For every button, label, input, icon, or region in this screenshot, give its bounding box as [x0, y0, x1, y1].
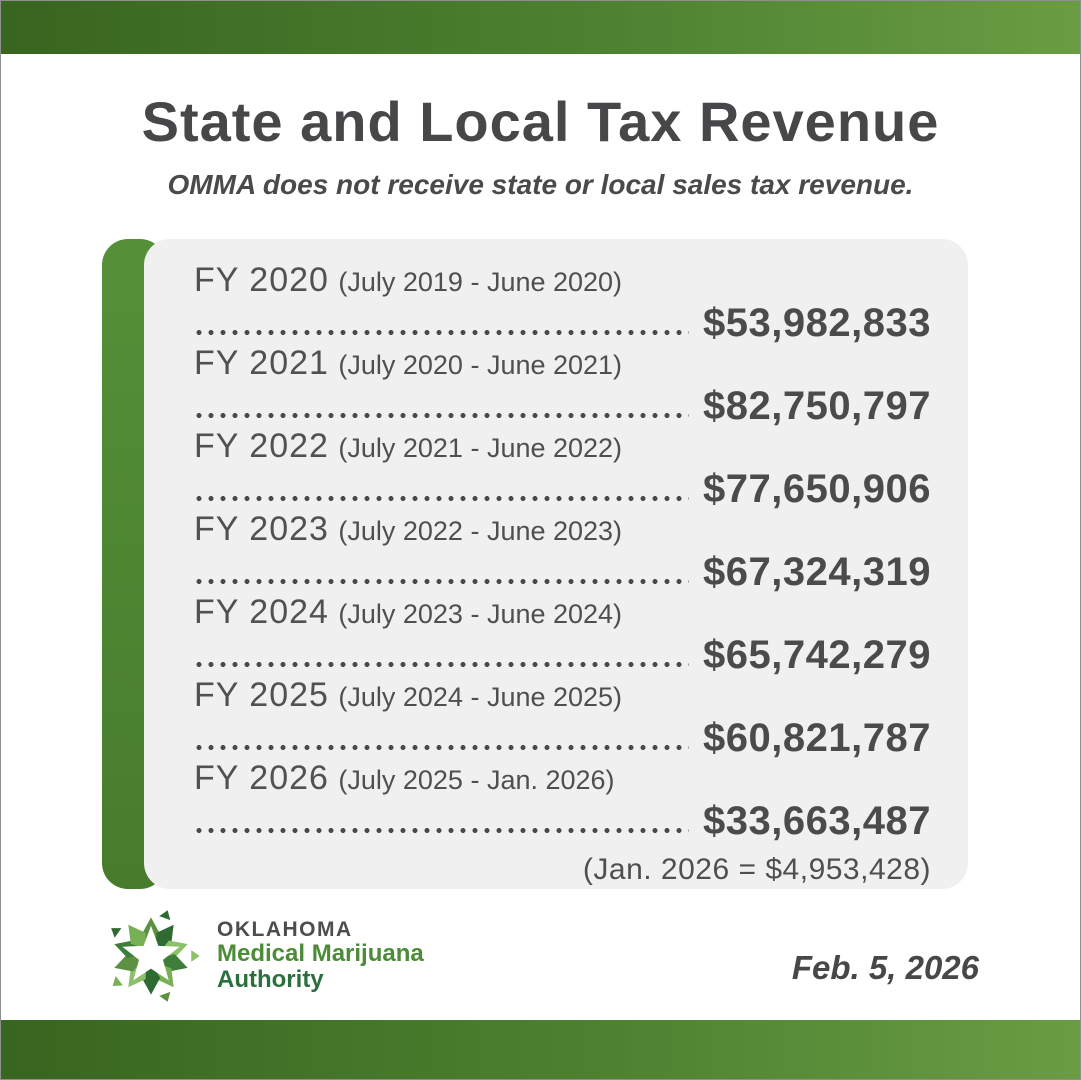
- fiscal-year-range: (July 2021 - June 2022): [338, 433, 623, 463]
- revenue-amount: $60,821,787: [703, 716, 931, 760]
- fiscal-year-label: FY 2024: [194, 593, 329, 631]
- fiscal-year-range: (July 2025 - Jan. 2026): [338, 765, 615, 795]
- logo-medical-marijuana-label: Medical Marijuana: [217, 940, 424, 968]
- fiscal-year-label: FY 2020: [194, 261, 329, 299]
- revenue-amount: $82,750,797: [703, 384, 931, 428]
- table-row: FY 2025 (July 2024 - June 2025) $60,821,…: [194, 674, 931, 760]
- fiscal-year-range: (July 2023 - June 2024): [338, 599, 623, 629]
- revenue-table: FY 2020 (July 2019 - June 2020) $53,982,…: [144, 239, 968, 889]
- fiscal-year-label: FY 2023: [194, 510, 329, 548]
- revenue-amount: $77,650,906: [703, 467, 931, 511]
- logo-oklahoma-label: OKLAHOMA: [217, 917, 353, 941]
- table-row: FY 2024 (July 2023 - June 2024) $65,742,…: [194, 591, 931, 677]
- publication-date: Feb. 5, 2026: [791, 949, 979, 986]
- fiscal-year-range: (July 2024 - June 2025): [338, 682, 623, 712]
- fiscal-year-range: (July 2022 - June 2023): [338, 516, 623, 546]
- revenue-amount: $65,742,279: [703, 633, 931, 677]
- page-subtitle: OMMA does not receive state or local sal…: [167, 169, 914, 200]
- fiscal-year-range: (July 2020 - June 2021): [338, 350, 623, 380]
- dot-leader: [196, 745, 690, 750]
- fiscal-year-label: FY 2026: [194, 759, 329, 797]
- dot-leader: [196, 828, 690, 833]
- table-row: FY 2026 (July 2025 - Jan. 2026) $33,663,…: [194, 757, 931, 843]
- fiscal-year-range: (July 2019 - June 2020): [338, 267, 623, 297]
- revenue-panel: FY 2020 (July 2019 - June 2020) $53,982,…: [102, 239, 968, 889]
- table-row: FY 2020 (July 2019 - June 2020) $53,982,…: [194, 259, 931, 345]
- omma-logo-text: OKLAHOMA Medical Marijuana Authority: [217, 917, 424, 994]
- table-row: FY 2023 (July 2022 - June 2023) $67,324,…: [194, 508, 931, 594]
- top-border-bar: [1, 1, 1080, 54]
- dot-leader: [196, 413, 690, 418]
- table-row: FY 2022 (July 2021 - June 2022) $77,650,…: [194, 425, 931, 511]
- bottom-border-bar: [1, 1020, 1080, 1079]
- logo-authority-label: Authority: [217, 966, 324, 994]
- omma-star-icon: [111, 910, 200, 1002]
- table-row: FY 2021 (July 2020 - June 2021) $82,750,…: [194, 342, 931, 428]
- fiscal-year-label: FY 2021: [194, 344, 329, 382]
- revenue-amount: $67,324,319: [703, 550, 931, 594]
- dot-leader: [196, 579, 690, 584]
- omma-logo: OKLAHOMA Medical Marijuana Authority: [99, 904, 424, 1008]
- fiscal-year-label: FY 2025: [194, 676, 329, 714]
- dot-leader: [196, 330, 690, 335]
- fiscal-year-label: FY 2022: [194, 427, 329, 465]
- revenue-amount: $53,982,833: [703, 301, 931, 345]
- partial-month-note: (Jan. 2026 = $4,953,428): [582, 853, 931, 886]
- revenue-amount: $33,663,487: [703, 799, 931, 843]
- dot-leader: [196, 662, 690, 667]
- page-title: State and Local Tax Revenue: [141, 90, 940, 153]
- dot-leader: [196, 496, 690, 501]
